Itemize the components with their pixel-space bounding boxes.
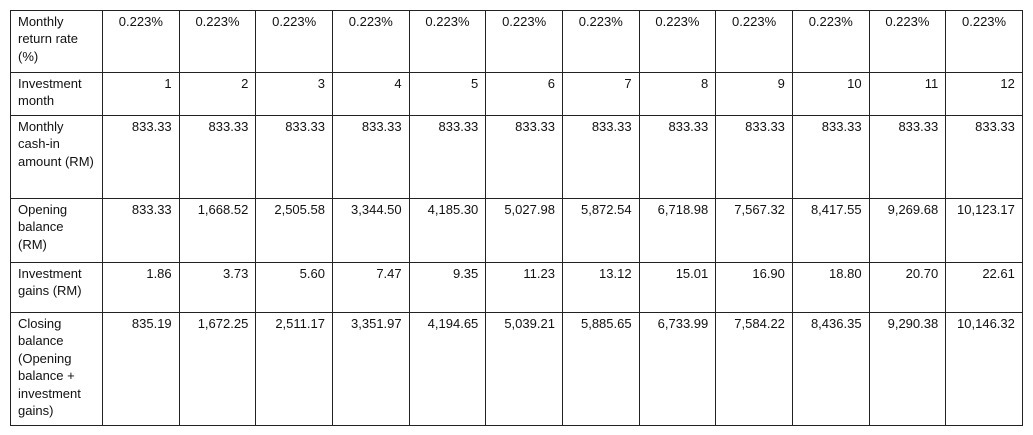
row-label: Closing balance (Opening balance + inves… [10,312,103,426]
cell-value: 0.223% [791,10,870,73]
cell-value: 10 [791,72,870,116]
cell-value: 15.01 [638,262,717,313]
cell-value: 833.33 [102,115,180,199]
cell-value: 7.47 [331,262,410,313]
cell-value: 0.223% [102,10,180,73]
cell-value: 13.12 [561,262,640,313]
cell-value: 18.80 [791,262,870,313]
cell-value: 833.33 [102,198,180,263]
cell-value: 833.33 [868,115,947,199]
cell-value: 5,872.54 [561,198,640,263]
cell-value: 11.23 [485,262,563,313]
cell-value: 833.33 [255,115,333,199]
cell-value: 0.223% [485,10,563,73]
cell-value: 0.223% [331,10,410,73]
cell-value: 833.33 [331,115,410,199]
cell-value: 11 [868,72,947,116]
cell-value: 3.73 [178,262,257,313]
cell-value: 2,505.58 [255,198,333,263]
cell-value: 0.223% [945,10,1023,73]
cell-value: 7 [561,72,640,116]
row-label: Monthly cash-in amount (RM) [10,115,103,199]
cell-value: 20.70 [868,262,947,313]
cell-value: 835.19 [102,312,180,426]
cell-value: 833.33 [945,115,1023,199]
cell-value: 833.33 [178,115,257,199]
cell-value: 5 [408,72,487,116]
cell-value: 1,672.25 [178,312,257,426]
cell-value: 7,567.32 [715,198,793,263]
row-label: Opening balance (RM) [10,198,103,263]
cell-value: 0.223% [178,10,257,73]
table-row: Closing balance (Opening balance + inves… [10,312,1023,426]
cell-value: 8,417.55 [791,198,870,263]
cell-value: 9 [715,72,793,116]
cell-value: 7,584.22 [715,312,793,426]
cell-value: 1,668.52 [178,198,257,263]
cell-value: 8 [638,72,717,116]
cell-value: 6 [485,72,563,116]
cell-value: 0.223% [255,10,333,73]
cell-value: 0.223% [638,10,717,73]
cell-value: 0.223% [868,10,947,73]
investment-table: Monthly return rate (%) 0.223% 0.223% 0.223… [10,10,1023,426]
cell-value: 5,027.98 [485,198,563,263]
cell-value: 833.33 [561,115,640,199]
cell-value: 1 [102,72,180,116]
cell-value: 22.61 [945,262,1023,313]
cell-value: 2,511.17 [255,312,333,426]
cell-value: 0.223% [561,10,640,73]
cell-value: 833.33 [791,115,870,199]
cell-value: 3,351.97 [331,312,410,426]
cell-value: 4,194.65 [408,312,487,426]
row-label: Investment month [10,72,103,116]
cell-value: 8,436.35 [791,312,870,426]
cell-value: 0.223% [408,10,487,73]
table-row: Investment gains (RM) 1.86 3.73 5.60 7.47 9.3… [10,262,1023,313]
table-row: Monthly cash-in amount (RM) 833.33 833.33 8… [10,115,1023,199]
cell-value: 9,290.38 [868,312,947,426]
cell-value: 10,146.32 [945,312,1023,426]
cell-value: 833.33 [638,115,717,199]
cell-value: 16.90 [715,262,793,313]
cell-value: 6,733.99 [638,312,717,426]
cell-value: 3 [255,72,333,116]
table-row: Investment month 1 2 3 4 5 6 7 8 9 10 11 12 [10,72,1023,116]
cell-value: 833.33 [715,115,793,199]
cell-value: 9,269.68 [868,198,947,263]
cell-value: 3,344.50 [331,198,410,263]
cell-value: 1.86 [102,262,180,313]
cell-value: 833.33 [485,115,563,199]
row-label: Monthly return rate (%) [10,10,103,73]
cell-value: 2 [178,72,257,116]
cell-value: 5,039.21 [485,312,563,426]
cell-value: 4 [331,72,410,116]
row-label: Investment gains (RM) [10,262,103,313]
cell-value: 12 [945,72,1023,116]
cell-value: 5,885.65 [561,312,640,426]
cell-value: 6,718.98 [638,198,717,263]
cell-value: 0.223% [715,10,793,73]
cell-value: 4,185.30 [408,198,487,263]
cell-value: 833.33 [408,115,487,199]
cell-value: 9.35 [408,262,487,313]
cell-value: 5.60 [255,262,333,313]
table-row: Opening balance (RM) 833.33 1,668.52 2,505.… [10,198,1023,263]
cell-value: 10,123.17 [945,198,1023,263]
table-row: Monthly return rate (%) 0.223% 0.223% 0.223… [10,10,1023,73]
